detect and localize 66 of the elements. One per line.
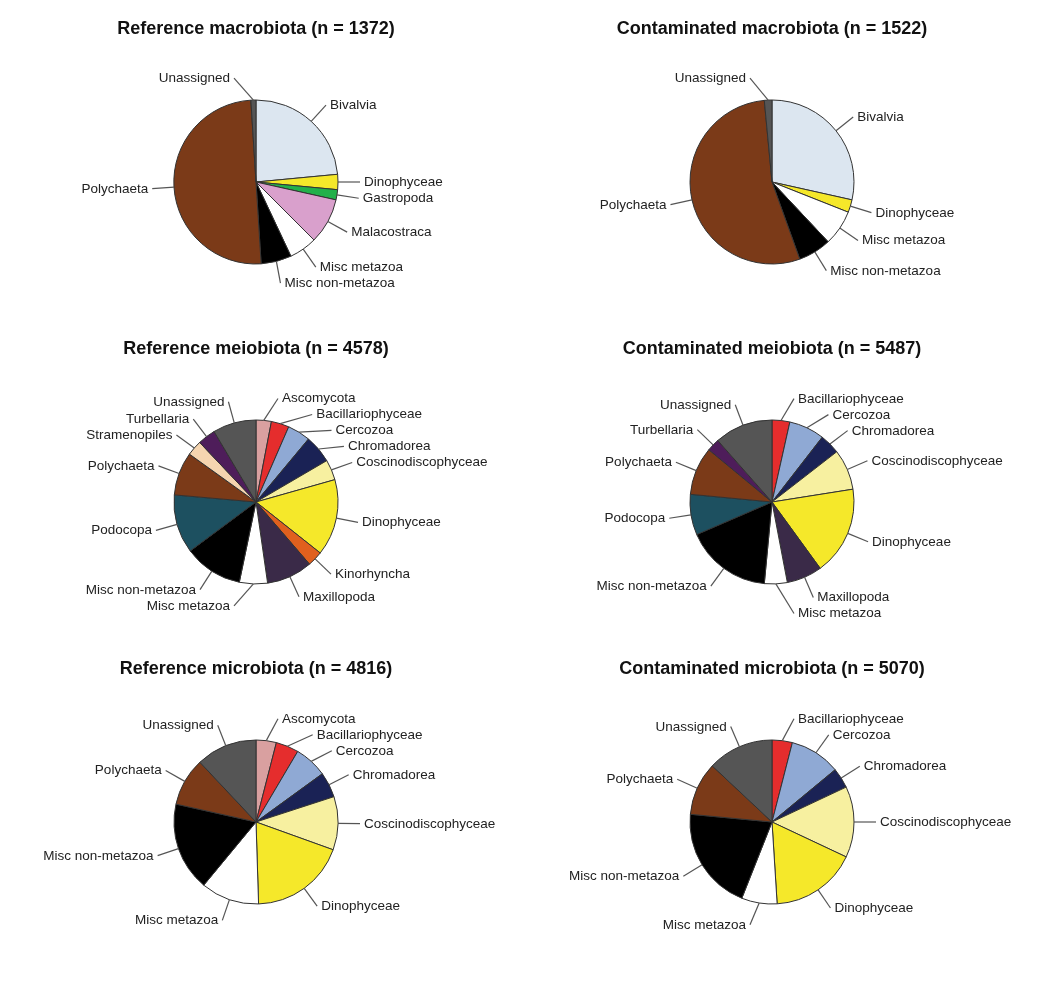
slice-label: Cercozoa <box>335 422 394 438</box>
slice-label: Ascomycota <box>282 390 357 406</box>
slice-label: Kinorhyncha <box>334 566 411 582</box>
slice-label: Ascomycota <box>282 710 357 726</box>
slice-label: Podocopa <box>91 522 153 538</box>
slice-label: Bacillariophyceae <box>316 406 422 422</box>
slice-label: Unassigned <box>674 70 746 86</box>
slice-label: Turbellaria <box>630 421 694 437</box>
slice-label: Bivalvia <box>857 108 905 124</box>
slice-label: Bacillariophyceae <box>798 390 904 406</box>
chart-title: Reference meiobiota (n = 4578) <box>123 338 389 358</box>
slice-label: Misc metazoa <box>662 916 747 932</box>
slice-label: Misc non-metazoa <box>596 578 708 594</box>
slice-label: Maxillopoda <box>817 589 890 605</box>
slice-label: Misc metazoa <box>319 259 404 275</box>
slice-label: Chromadorea <box>347 438 431 454</box>
slice-label: Malacostraca <box>351 224 432 240</box>
slice-label: Unassigned <box>655 718 727 734</box>
slice-label: Bacillariophyceae <box>316 726 423 742</box>
slice-label: Bivalvia <box>329 97 377 113</box>
slice-label: Polychaeta <box>87 457 155 473</box>
slice-label: Cercozoa <box>335 742 395 758</box>
slice-label: Chromadorea <box>851 422 935 438</box>
slice-label: Misc non-metazoa <box>830 262 942 278</box>
slice-label: Unassigned <box>659 396 732 412</box>
slice-label: Stramenopiles <box>86 427 173 443</box>
slice-label: Coscinodiscophyceae <box>871 452 1003 468</box>
chart-title: Contaminated meiobiota (n = 5487) <box>622 338 922 358</box>
slice-label: Misc non-metazoa <box>43 847 155 863</box>
slice-label: Misc metazoa <box>146 597 231 613</box>
slice-label: Turbellaria <box>126 411 190 427</box>
slice-label: Podocopa <box>604 510 666 526</box>
slice-label: Coscinodiscophyceae <box>356 454 488 470</box>
slice-label: Dinophyceae <box>361 514 441 530</box>
slice-label: Dinophyceae <box>875 204 955 220</box>
slice-label: Dinophyceae <box>364 174 443 189</box>
slice-label: Maxillopoda <box>303 588 376 604</box>
slice-label: Misc metazoa <box>862 232 946 248</box>
slice-label: Misc non-metazoa <box>569 868 680 884</box>
slice-label: Dinophyceae <box>321 898 400 914</box>
slice-label: Polychaeta <box>606 771 674 787</box>
slice-label: Polychaeta <box>94 762 163 778</box>
chart-title: Reference microbiota (n = 4816) <box>119 658 393 678</box>
slice-label: Misc metazoa <box>798 605 882 621</box>
chart-title: Contaminated macrobiota (n = 1522) <box>616 18 928 38</box>
slice-label: Unassigned <box>142 717 214 733</box>
slice-label: Dinophyceae <box>872 533 951 549</box>
slice-label: Polychaeta <box>605 454 673 470</box>
slice-label: Bacillariophyceae <box>798 710 904 726</box>
slice-label: Unassigned <box>153 393 225 409</box>
slice-label: Misc metazoa <box>135 912 219 928</box>
slice-label: Cercozoa <box>832 406 891 422</box>
slice-label: Misc non-metazoa <box>85 581 197 597</box>
slice-label: Coscinodiscophyceae <box>363 815 496 831</box>
slice-label: Gastropoda <box>362 190 434 206</box>
chart-title: Contaminated microbiota (n = 5070) <box>619 658 925 678</box>
slice-label: Misc non-metazoa <box>284 275 396 291</box>
slice-label: Coscinodiscophyceae <box>880 814 1012 829</box>
chart-title: Reference macrobiota (n = 1372) <box>117 18 395 38</box>
slice-label: Chromadorea <box>863 758 947 774</box>
slice-label: Chromadorea <box>352 766 436 782</box>
slice-label: Unassigned <box>158 70 230 86</box>
slice-label: Cercozoa <box>832 726 891 742</box>
slice-label: Dinophyceae <box>834 900 914 916</box>
slice-label: Polychaeta <box>599 196 667 212</box>
slice-label: Polychaeta <box>81 180 149 196</box>
